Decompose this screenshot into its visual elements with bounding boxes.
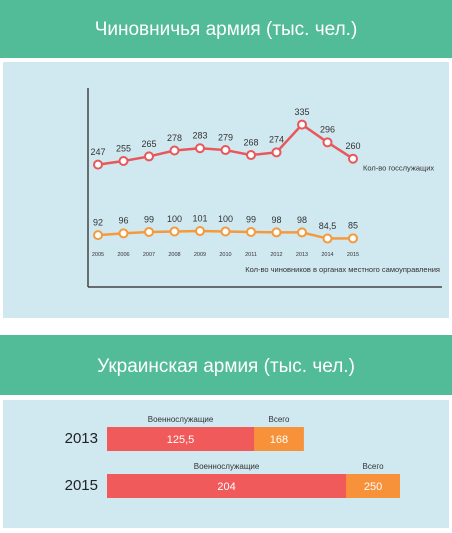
- data-label: 296: [320, 125, 335, 135]
- data-label: 278: [167, 133, 182, 143]
- bar-label: 204: [217, 481, 235, 493]
- x-tick-label: 2008: [168, 252, 180, 258]
- data-label: 283: [192, 131, 207, 141]
- data-point: [297, 227, 307, 238]
- data-label: 100: [218, 214, 233, 224]
- chart-title: Украинская армия (тыс. чел.): [97, 356, 355, 377]
- bar: [107, 474, 347, 498]
- panel-1: [3, 62, 449, 318]
- data-point: [322, 233, 333, 244]
- category-label: 2015: [65, 477, 98, 494]
- data-label: 265: [141, 139, 156, 149]
- bar-label: 125,5: [167, 434, 195, 446]
- data-label: 279: [218, 132, 233, 142]
- bar: [107, 427, 255, 451]
- data-label: 255: [116, 143, 131, 153]
- data-point: [144, 151, 154, 162]
- data-label: 260: [345, 141, 360, 151]
- data-label: 98: [297, 215, 307, 225]
- series-name: Кол-во госслужащих: [363, 164, 434, 173]
- data-point: [195, 143, 205, 154]
- data-point: [246, 226, 256, 237]
- data-point: [93, 159, 103, 170]
- data-point: [93, 230, 103, 241]
- data-point: [118, 228, 129, 239]
- data-point: [271, 227, 282, 238]
- series-name: Кол-во чиновников в органах местного сам…: [245, 265, 440, 274]
- data-label: 96: [118, 216, 128, 226]
- data-point: [220, 226, 231, 237]
- bar-label: 250: [364, 481, 382, 493]
- x-tick-label: 2011: [245, 252, 257, 258]
- bar-label: 168: [270, 434, 288, 446]
- segment-name: Всего: [363, 462, 385, 471]
- x-tick-label: 2014: [321, 252, 333, 258]
- data-label: 98: [271, 215, 281, 225]
- data-point: [348, 153, 358, 164]
- segment-name: Военнослужащие: [148, 415, 214, 424]
- data-point: [322, 137, 333, 148]
- data-label: 99: [246, 214, 256, 224]
- header-2: [0, 335, 452, 395]
- data-label: 85: [348, 221, 358, 231]
- x-tick-label: 2013: [296, 252, 308, 258]
- data-label: 268: [243, 137, 258, 147]
- data-label: 99: [144, 214, 154, 224]
- data-label: 100: [167, 214, 182, 224]
- data-point: [271, 147, 282, 158]
- category-label: 2013: [65, 430, 98, 447]
- data-point: [195, 226, 205, 237]
- segment-name: Всего: [268, 415, 290, 424]
- x-tick-label: 2012: [270, 252, 282, 258]
- data-label: 101: [192, 213, 207, 223]
- data-point: [169, 226, 180, 237]
- x-tick-label: 2007: [143, 252, 155, 258]
- x-tick-label: 2010: [219, 252, 231, 258]
- header-1: [0, 0, 452, 58]
- x-tick-label: 2015: [347, 252, 359, 258]
- x-tick-label: 2005: [92, 252, 104, 258]
- data-label: 84,5: [319, 221, 337, 231]
- data-point: [246, 150, 256, 161]
- data-point: [220, 145, 231, 156]
- data-point: [118, 155, 129, 166]
- data-label: 335: [294, 107, 309, 117]
- data-point: [169, 145, 180, 156]
- data-label: 247: [90, 147, 105, 157]
- chart-title: Чиновничья армия (тыс. чел.): [95, 19, 358, 40]
- panel-2: [3, 400, 449, 528]
- data-point: [297, 119, 307, 130]
- x-tick-label: 2006: [117, 252, 129, 258]
- data-point: [144, 226, 154, 237]
- data-label: 274: [269, 135, 284, 145]
- data-label: 92: [93, 218, 103, 228]
- data-point: [348, 233, 358, 244]
- x-tick-label: 2009: [194, 252, 206, 258]
- segment-name: Военнослужащие: [194, 462, 260, 471]
